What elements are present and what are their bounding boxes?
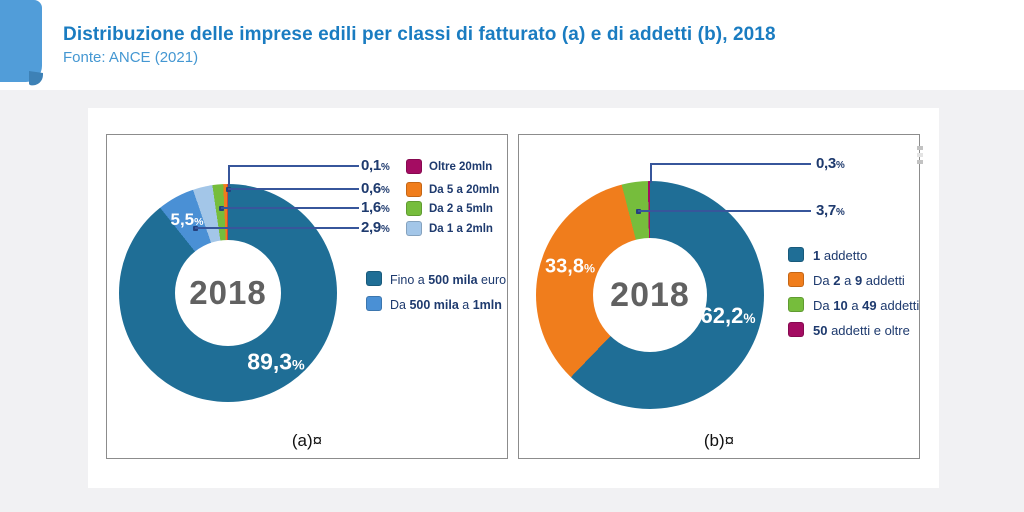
legend-swatch <box>788 322 804 337</box>
legend-swatch <box>406 182 422 197</box>
legend-swatch <box>788 272 804 287</box>
callout-line <box>195 227 359 229</box>
legend-label: Da 2 a 5mln <box>429 203 493 215</box>
legend-swatch <box>366 296 382 311</box>
donut-hole: 2018 <box>175 240 281 346</box>
legend-label: 50 addetti e oltre <box>813 323 910 338</box>
legend-label: Da 1 a 2mln <box>429 223 493 235</box>
donut-center-year: 2018 <box>189 274 267 311</box>
callout-line <box>228 166 230 186</box>
panel-caption-b: (b)¤ <box>703 431 735 450</box>
callout-percent: 3,7% <box>816 202 845 219</box>
legend-label: 1 addetto <box>813 248 868 263</box>
slice-label-33-8: 33,8% <box>545 255 595 278</box>
donut-chart-b: 2018 <box>536 181 764 409</box>
legend-swatch <box>406 159 422 174</box>
selection-handles-artifact <box>917 146 924 167</box>
legend-swatch <box>406 201 422 216</box>
callout-percent: 2,9% <box>361 219 390 236</box>
callout-line <box>228 165 359 167</box>
slice-label-5-5: 5,5% <box>170 210 204 229</box>
legend-label: Da 5 a 20mln <box>429 184 500 196</box>
legend-label: Da 2 a 9 addetti <box>813 273 905 288</box>
legend-label: Oltre 20mln <box>429 161 493 173</box>
legend-label: Da 500 mila a 1mln <box>390 298 502 312</box>
panel-caption-a: (a)¤ <box>291 431 323 450</box>
donut-center-year: 2018 <box>610 275 690 314</box>
header: Distribuzione delle imprese edili per cl… <box>0 0 1024 90</box>
callout-line <box>228 188 359 190</box>
callout-line <box>650 163 811 165</box>
callout-percent: 0,6% <box>361 180 390 197</box>
callout-percent: 1,6% <box>361 199 390 216</box>
legend-swatch <box>788 247 804 262</box>
page-title: Distribuzione delle imprese edili per cl… <box>63 24 776 45</box>
donut-chart-a: 2018 <box>119 184 337 402</box>
legend-swatch <box>788 297 804 312</box>
callout-line <box>638 210 811 212</box>
legend-label: Da 10 a 49 addetti <box>813 298 920 313</box>
corner-ribbon-decoration <box>0 0 42 82</box>
callout-percent: 0,3% <box>816 155 845 172</box>
chart-panel-b: 2018 33,8% 62,2% 0,3% 3,7% <box>518 134 920 459</box>
legend-swatch <box>366 271 382 286</box>
callout-line <box>650 164 652 183</box>
legend-swatch <box>406 221 422 236</box>
donut-hole: 2018 <box>593 238 707 352</box>
callout-percent: 0,1% <box>361 157 390 174</box>
callout-line <box>221 207 359 209</box>
content-card: 2018 5,5% 89,3% 0,1% Oltre 20mln 0,6% <box>88 108 939 488</box>
legend-label: Fino a 500 mila euro <box>390 273 507 287</box>
slice-label-89-3: 89,3% <box>247 348 305 375</box>
source-note: Fonte: ANCE (2021) <box>63 49 199 66</box>
chart-panel-a: 2018 5,5% 89,3% 0,1% Oltre 20mln 0,6% <box>106 134 508 459</box>
slice-label-62-2: 62,2% <box>700 303 756 328</box>
